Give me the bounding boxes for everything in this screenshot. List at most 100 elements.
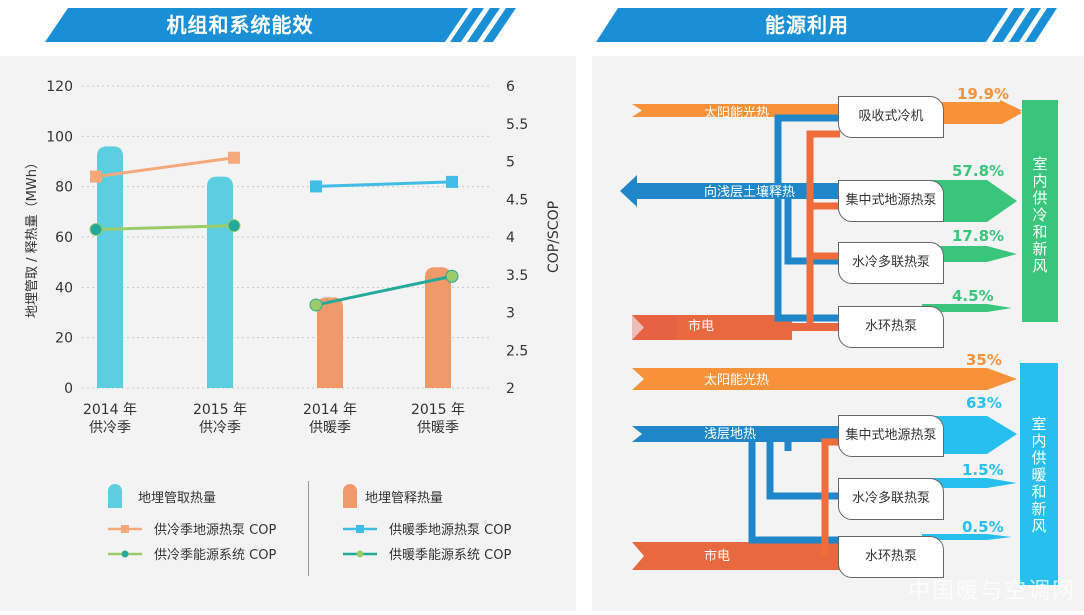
x-tick-label: 2015 年	[411, 402, 465, 418]
series-point	[445, 269, 459, 283]
bottom-out-arrow-4	[922, 534, 1012, 540]
y-tick-label: 80	[55, 180, 73, 196]
y2-tick-label: 2.5	[506, 343, 528, 359]
bottom-pct-3: 1.5%	[962, 461, 1004, 479]
right-banner-shape	[596, 8, 1057, 42]
top-pct-4: 4.5%	[952, 287, 994, 305]
legend-label-cool-gshp: 供冷季地源热泵 COP	[154, 523, 277, 538]
legend-swatch-extract	[108, 484, 122, 508]
series-line	[95, 156, 235, 179]
series-line	[95, 224, 235, 231]
legend-divider	[308, 481, 309, 576]
top-out-arrow-2	[922, 180, 1017, 222]
legend-item-extract: 地埋管取热量	[108, 484, 216, 508]
bottom-grid-band	[632, 542, 842, 570]
bar	[425, 267, 451, 388]
bottom-target-box	[1020, 363, 1058, 585]
bottom-blue-pipes	[748, 434, 840, 544]
top-source-solar: 太阳能光热	[704, 106, 770, 121]
top-orange-pipes	[806, 130, 840, 326]
legend-swatch-cool-gshp	[108, 524, 142, 533]
top-device-absorption-chiller: 吸收式冷机	[838, 96, 944, 138]
series-point	[228, 151, 240, 164]
bottom-pct-2: 63%	[966, 394, 1002, 412]
top-target-label: 室内供冷和新风	[1032, 155, 1048, 275]
left-banner: 机组和系统能效	[0, 8, 520, 42]
y-tick-label: 100	[46, 129, 73, 145]
series-point	[90, 170, 102, 183]
legend-item-heat-gshp: 供暖季地源热泵 COP	[343, 519, 511, 538]
top-grid-band	[632, 315, 792, 340]
y2-tick-label: 5.5	[506, 117, 528, 133]
y-tick-label: 20	[55, 331, 73, 347]
y2-tick-label: 5	[506, 155, 515, 171]
top-solar-band	[632, 104, 840, 117]
right-panel-title: 能源利用	[765, 13, 849, 37]
x-tick-label: 供冷季	[89, 420, 131, 436]
left-banner-shape	[45, 8, 516, 42]
series-line	[315, 180, 453, 188]
energy-flow-panel: 太阳能光热 向浅层土壤释热 市电 吸收式冷机 集中式地源热泵 水冷多联热泵 水环…	[592, 56, 1084, 611]
top-target-box	[1022, 100, 1058, 322]
legend-label-cool-system: 供冷季能源系统 COP	[154, 548, 277, 563]
y2-tick-label: 4.5	[506, 192, 528, 208]
bottom-source-grid: 市电	[704, 549, 731, 564]
bar	[207, 176, 233, 388]
top-source-soil: 向浅层土壤释热	[704, 185, 796, 200]
legend-item-cool-gshp: 供冷季地源热泵 COP	[108, 519, 276, 538]
bottom-device-central-gshp: 集中式地源热泵	[838, 415, 944, 457]
x-tick-label: 供暖季	[309, 420, 351, 436]
series-point	[446, 175, 458, 188]
y2-axis-label: COP/SCOP	[546, 201, 562, 273]
bottom-orange-pipes	[821, 438, 840, 556]
bottom-device-wlhp: 水环热泵	[838, 536, 944, 578]
y-axis-label: 地埋管取 / 释热量（MWh）	[25, 156, 40, 318]
bottom-pct-4: 0.5%	[962, 518, 1004, 536]
top-source-grid: 市电	[688, 319, 715, 334]
top-pct-1: 19.9%	[957, 85, 1010, 103]
left-panel-title: 机组和系统能效	[166, 13, 314, 37]
right-banner: 能源利用	[590, 8, 1084, 42]
top-out-arrow-3	[922, 246, 1017, 262]
legend-item-release: 地埋管释热量	[343, 484, 443, 508]
y2-tick-label: 2	[506, 381, 515, 397]
top-blue-pipes	[774, 114, 840, 322]
x-tick-label: 2014 年	[303, 402, 357, 418]
efficiency-chart: 0 20 40 60 80 100 120 2 2.5 3 3.5 4 4.5 5 5.5 6 地埋管取 / 释…	[25, 79, 562, 436]
y2-tick-label: 3.5	[506, 268, 528, 284]
x-tick-label: 供暖季	[417, 420, 459, 436]
legend-label-heat-system: 供暖季能源系统 COP	[389, 548, 512, 563]
bottom-solar-band	[632, 368, 1017, 390]
top-soil-arrow	[620, 175, 637, 207]
top-soil-band	[637, 183, 845, 199]
y-tick-label: 60	[55, 230, 73, 246]
top-pct-2: 57.8%	[952, 162, 1005, 180]
legend-swatch-heat-gshp	[343, 524, 377, 533]
top-device-wlhp: 水环热泵	[838, 306, 944, 348]
y-tick-label: 40	[55, 280, 73, 296]
chart-panel: 0 20 40 60 80 100 120 2 2.5 3 3.5 4 4.5 5 5.5 6 地埋管取 / 释…	[0, 56, 576, 611]
series-point	[309, 298, 323, 312]
legend-swatch-release	[343, 484, 357, 508]
bar	[97, 146, 123, 388]
legend-label-extract: 地埋管取热量	[138, 490, 217, 506]
bar	[317, 297, 343, 388]
y2-tick-label: 4	[506, 230, 515, 246]
bottom-pct-1: 35%	[966, 351, 1002, 369]
legend-item-cool-system: 供冷季能源系统 COP	[108, 544, 276, 563]
x-tick-label: 供冷季	[199, 420, 241, 436]
series-point	[310, 180, 322, 193]
legend-swatch-heat-system	[343, 550, 377, 557]
x-tick-label: 2014 年	[83, 402, 137, 418]
y-tick-label: 0	[64, 381, 73, 397]
bottom-device-vrf: 水冷多联热泵	[838, 478, 944, 520]
bottom-out-arrow-2	[922, 416, 1017, 454]
x-tick-label: 2015 年	[193, 402, 247, 418]
top-device-central-gshp: 集中式地源热泵	[838, 180, 944, 222]
bottom-source-solar: 太阳能光热	[704, 373, 770, 388]
bottom-source-shallow: 浅层地热	[704, 427, 757, 442]
top-grid-stub	[632, 315, 677, 340]
series-point	[89, 222, 103, 236]
legend-label-heat-gshp: 供暖季地源热泵 COP	[389, 523, 512, 538]
legend-label-release: 地埋管释热量	[365, 490, 444, 506]
